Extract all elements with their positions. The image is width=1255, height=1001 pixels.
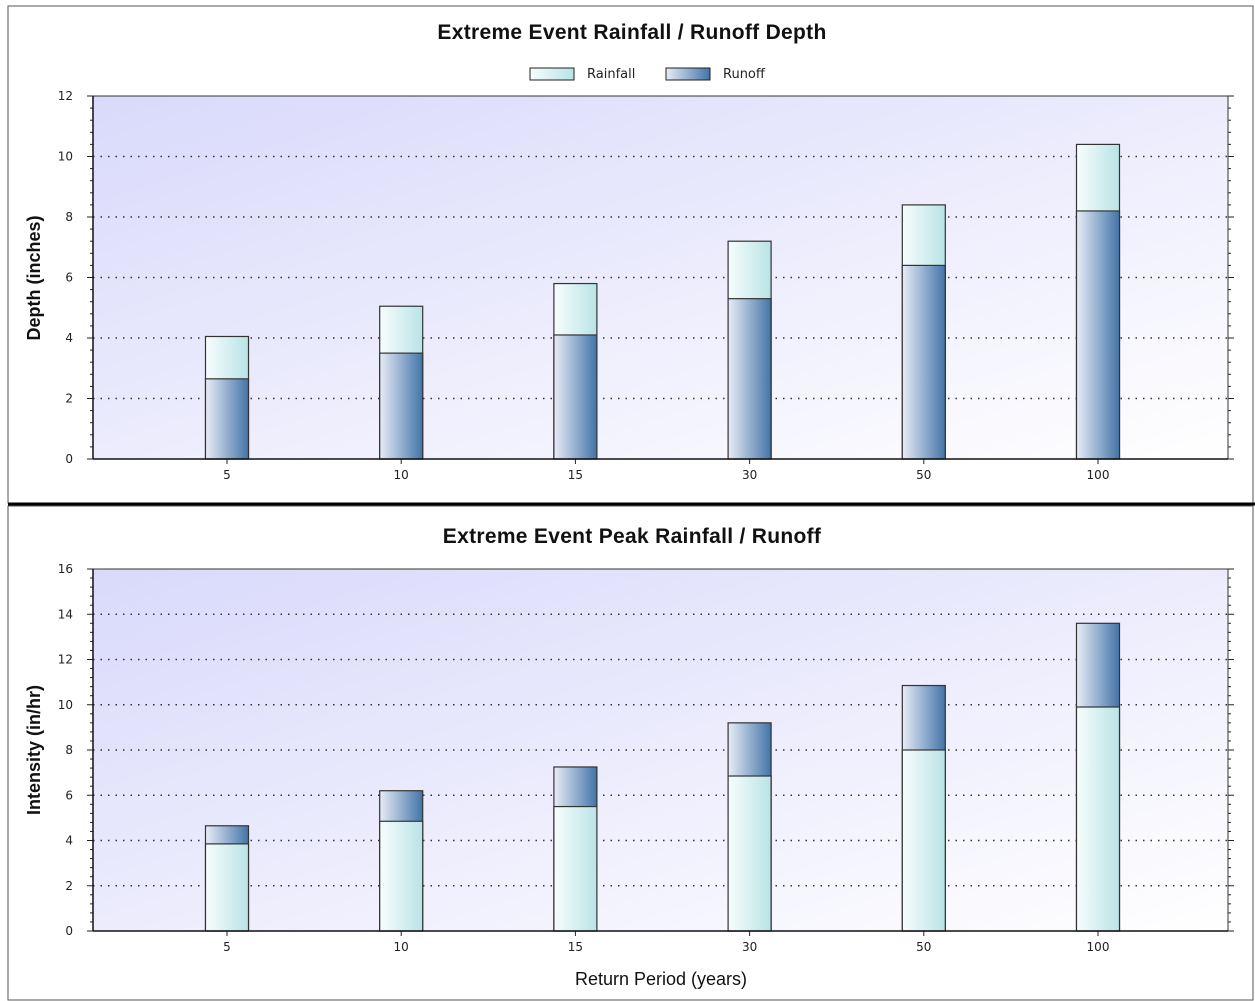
intensity-y-tick-label: 8 xyxy=(65,743,73,757)
depth-chart-y-axis-label: Depth (inches) xyxy=(24,215,44,340)
depth-y-tick-label: 0 xyxy=(65,452,73,466)
depth-x-tick-label-30: 30 xyxy=(742,468,757,482)
chart-panel-border-intensity xyxy=(7,505,1254,1001)
depth-y-tick-label: 10 xyxy=(58,150,73,164)
intensity-x-tick-label-10: 10 xyxy=(394,940,409,954)
intensity-bar-rainfall-15 xyxy=(553,805,598,932)
intensity-y-tick-label: 10 xyxy=(58,698,73,712)
intensity-x-tick-label-50: 50 xyxy=(916,940,931,954)
depth-x-tick-label-50: 50 xyxy=(916,468,931,482)
legend-label-runoff: Runoff xyxy=(723,67,766,82)
legend-swatch-runoff xyxy=(665,67,711,81)
intensity-chart-title: Extreme Event Peak Rainfall / Runoff xyxy=(443,525,822,548)
intensity-x-tick-label-30: 30 xyxy=(742,940,757,954)
depth-y-tick-label: 2 xyxy=(65,392,73,406)
depth-bar-runoff-30 xyxy=(727,298,772,460)
intensity-x-tick-label-15: 15 xyxy=(568,940,583,954)
depth-chart-legend: Rainfall Runoff xyxy=(529,67,766,82)
depth-bar-runoff-50 xyxy=(901,264,946,460)
depth-y-tick-label: 6 xyxy=(65,271,73,285)
intensity-x-tick-label-5: 5 xyxy=(223,940,231,954)
intensity-y-tick-label: 12 xyxy=(58,653,73,667)
intensity-y-tick-label: 6 xyxy=(65,788,73,802)
intensity-bar-rainfall-5 xyxy=(204,843,250,932)
intensity-y-tick-label: 14 xyxy=(58,607,73,621)
depth-chart-title: Extreme Event Rainfall / Runoff Depth xyxy=(437,21,826,44)
intensity-y-tick-label: 0 xyxy=(65,924,73,938)
depth-x-tick-label-5: 5 xyxy=(223,468,231,482)
intensity-bar-rainfall-50 xyxy=(901,749,946,932)
intensity-x-tick-label-100: 100 xyxy=(1087,940,1110,954)
legend-label-rainfall: Rainfall xyxy=(587,67,635,82)
intensity-plot-area xyxy=(92,568,1229,932)
intensity-y-tick-label: 4 xyxy=(65,834,73,848)
intensity-y-tick-label: 2 xyxy=(65,879,73,893)
depth-y-tick-label: 4 xyxy=(65,331,73,345)
depth-y-tick-label: 8 xyxy=(65,210,73,224)
depth-bar-runoff-15 xyxy=(553,334,598,460)
depth-bar-runoff-100 xyxy=(1075,210,1121,460)
depth-bar-runoff-10 xyxy=(379,352,424,460)
depth-x-tick-label-100: 100 xyxy=(1087,468,1110,482)
depth-y-tick-label: 12 xyxy=(58,89,73,103)
intensity-chart-y-axis-label: Intensity (in/hr) xyxy=(24,685,44,815)
intensity-chart: 0 2 4 6 8 10 12 14 16 5 10 15 30 50 100 Extreme Event P… xyxy=(24,525,1234,989)
depth-chart: 0 2 4 6 8 10 12 5 10 15 30 50 100 Extreme Event Rainf… xyxy=(24,21,1234,482)
intensity-bar-rainfall-100 xyxy=(1075,706,1121,932)
intensity-y-tick-label: 16 xyxy=(58,562,73,576)
intensity-bar-rainfall-30 xyxy=(727,775,772,932)
depth-bar-runoff-5 xyxy=(204,378,250,460)
depth-plot-area xyxy=(92,95,1229,460)
depth-x-tick-label-15: 15 xyxy=(568,468,583,482)
legend-swatch-rainfall xyxy=(529,67,575,81)
depth-x-tick-label-10: 10 xyxy=(394,468,409,482)
intensity-chart-x-axis-label: Return Period (years) xyxy=(575,969,747,989)
intensity-bar-rainfall-10 xyxy=(379,820,424,932)
